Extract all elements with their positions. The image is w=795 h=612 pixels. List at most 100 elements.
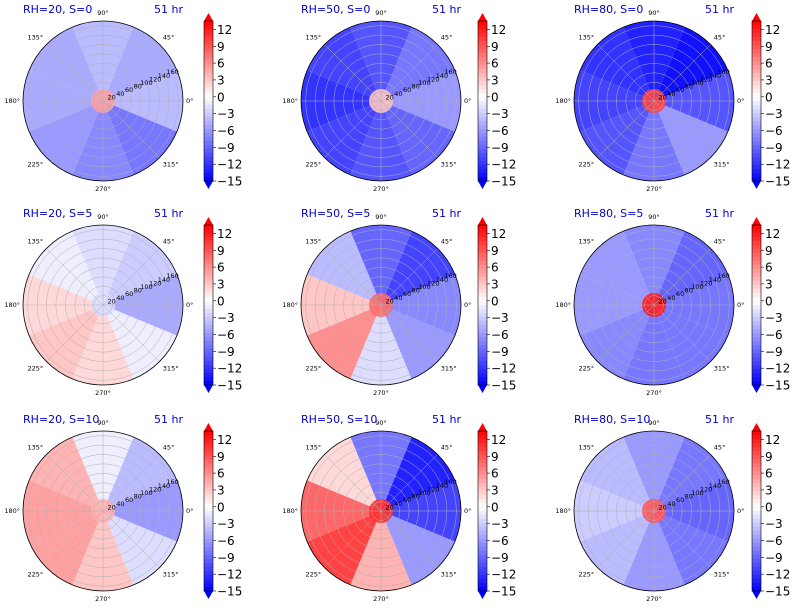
colorbar-swatch xyxy=(752,369,761,374)
colorbar-swatch xyxy=(478,507,487,512)
colorbar-tick-label: −3 xyxy=(765,517,783,531)
colorbar-swatch xyxy=(478,21,487,26)
colorbar-swatch xyxy=(478,57,487,62)
colorbar-swatch xyxy=(752,361,761,366)
colorbar-tick-label: −6 xyxy=(765,534,783,548)
colorbar-swatch xyxy=(752,69,761,74)
colorbar-swatch xyxy=(478,85,487,90)
polar-outline xyxy=(22,430,184,592)
angular-tick-label: 90° xyxy=(97,213,109,221)
colorbar-swatch xyxy=(478,69,487,74)
colorbar-swatch xyxy=(478,527,487,532)
radial-tick-label: 120 xyxy=(427,75,439,83)
colorbar-swatch xyxy=(204,89,213,94)
colorbar-swatch xyxy=(752,77,761,82)
colorbar-swatch xyxy=(204,81,213,86)
colorbar-swatch xyxy=(204,329,213,334)
colorbar-swatch xyxy=(752,33,761,38)
colorbar-tick-label: −9 xyxy=(491,141,509,155)
panel-time: 51 hr xyxy=(154,207,183,220)
colorbar-tick-label: −12 xyxy=(217,362,242,376)
colorbar-tick-label: −12 xyxy=(491,568,516,582)
angular-tick-label: 90° xyxy=(375,419,387,427)
angular-tick-label: 45° xyxy=(441,444,453,452)
colorbar-swatch xyxy=(752,377,761,382)
colorbar-swatch xyxy=(752,491,761,496)
colorbar-swatch xyxy=(478,141,487,146)
colorbar-tick-label: −15 xyxy=(491,379,516,393)
colorbar-tick-label: 0 xyxy=(217,294,225,308)
panel-title: RH=50, S=10 xyxy=(301,413,377,426)
colorbar-swatch xyxy=(204,325,213,330)
radial-tick-label: 120 xyxy=(700,485,712,493)
colorbar-swatch xyxy=(478,571,487,576)
colorbar-swatch xyxy=(478,137,487,142)
colorbar-tick-label: −12 xyxy=(765,568,790,582)
colorbar-swatch xyxy=(478,101,487,106)
colorbar-extend-bottom xyxy=(752,591,761,599)
colorbar-swatch xyxy=(204,431,213,436)
colorbar-swatch xyxy=(204,499,213,504)
colorbar-swatch xyxy=(204,587,213,592)
colorbar-swatch xyxy=(204,571,213,576)
colorbar-swatch xyxy=(478,169,487,174)
colorbar-swatch xyxy=(752,65,761,70)
colorbar-extend-top xyxy=(204,217,213,225)
colorbar-swatch xyxy=(204,233,213,238)
colorbar-swatch xyxy=(752,583,761,588)
panel-time: 51 hr xyxy=(432,413,461,426)
colorbar-swatch xyxy=(752,571,761,576)
colorbar-swatch xyxy=(752,169,761,174)
colorbar-frame xyxy=(477,20,488,182)
colorbar-swatch xyxy=(204,539,213,544)
colorbar-swatch xyxy=(204,245,213,250)
colorbar-swatch xyxy=(752,85,761,90)
colorbar-swatch xyxy=(478,157,487,162)
colorbar-tick-label: −12 xyxy=(765,158,790,172)
panel-title: RH=20, S=10 xyxy=(23,413,99,426)
colorbar-swatch xyxy=(478,463,487,468)
radial-tick-label: 120 xyxy=(700,279,712,287)
colorbar-swatch xyxy=(204,313,213,318)
colorbar-swatch xyxy=(752,463,761,468)
radial-tick-label: 160 xyxy=(166,272,178,280)
radial-tick-label: 100 xyxy=(418,79,430,87)
radial-tick-label: 160 xyxy=(444,68,456,76)
colorbar-swatch xyxy=(478,257,487,262)
colorbar-swatch xyxy=(752,149,761,154)
panel-time: 51 hr xyxy=(705,3,734,16)
radial-tick-label: 20 xyxy=(659,297,667,305)
colorbar-tick-label: 3 xyxy=(765,483,773,497)
colorbar-swatch xyxy=(478,439,487,444)
colorbar-swatch xyxy=(478,313,487,318)
colorbar-swatch xyxy=(478,357,487,362)
colorbar-swatch xyxy=(204,321,213,326)
colorbar-swatch xyxy=(204,277,213,282)
radial-tick-label: 100 xyxy=(691,283,703,291)
colorbar-swatch xyxy=(204,559,213,564)
angular-tick-label: 45° xyxy=(441,238,453,246)
colorbar-swatch xyxy=(478,253,487,258)
colorbar-swatch xyxy=(204,113,213,118)
colorbar-swatch xyxy=(204,137,213,142)
colorbar-swatch xyxy=(752,357,761,362)
radial-tick-label: 40 xyxy=(667,294,675,302)
colorbar-extend-bottom xyxy=(204,385,213,393)
colorbar-swatch xyxy=(752,527,761,532)
colorbar-swatch xyxy=(478,153,487,158)
colorbar-swatch xyxy=(752,531,761,536)
colorbar-swatch xyxy=(204,157,213,162)
radial-tick-label: 140 xyxy=(709,482,721,490)
colorbar-swatch xyxy=(752,293,761,298)
colorbar-swatch xyxy=(204,535,213,540)
colorbar-swatch xyxy=(204,547,213,552)
colorbar-swatch xyxy=(752,555,761,560)
radial-tick-label: 60 xyxy=(676,290,684,298)
colorbar-swatch xyxy=(752,515,761,520)
colorbar-swatch xyxy=(752,161,761,166)
colorbar-swatch xyxy=(478,491,487,496)
colorbar-tick-label: 12 xyxy=(765,23,780,37)
polar-panel: 90°45°0°315°270°225°180°135°20 40 60 801001… xyxy=(555,207,790,397)
colorbar-swatch xyxy=(478,61,487,66)
colorbar-swatch xyxy=(752,225,761,230)
